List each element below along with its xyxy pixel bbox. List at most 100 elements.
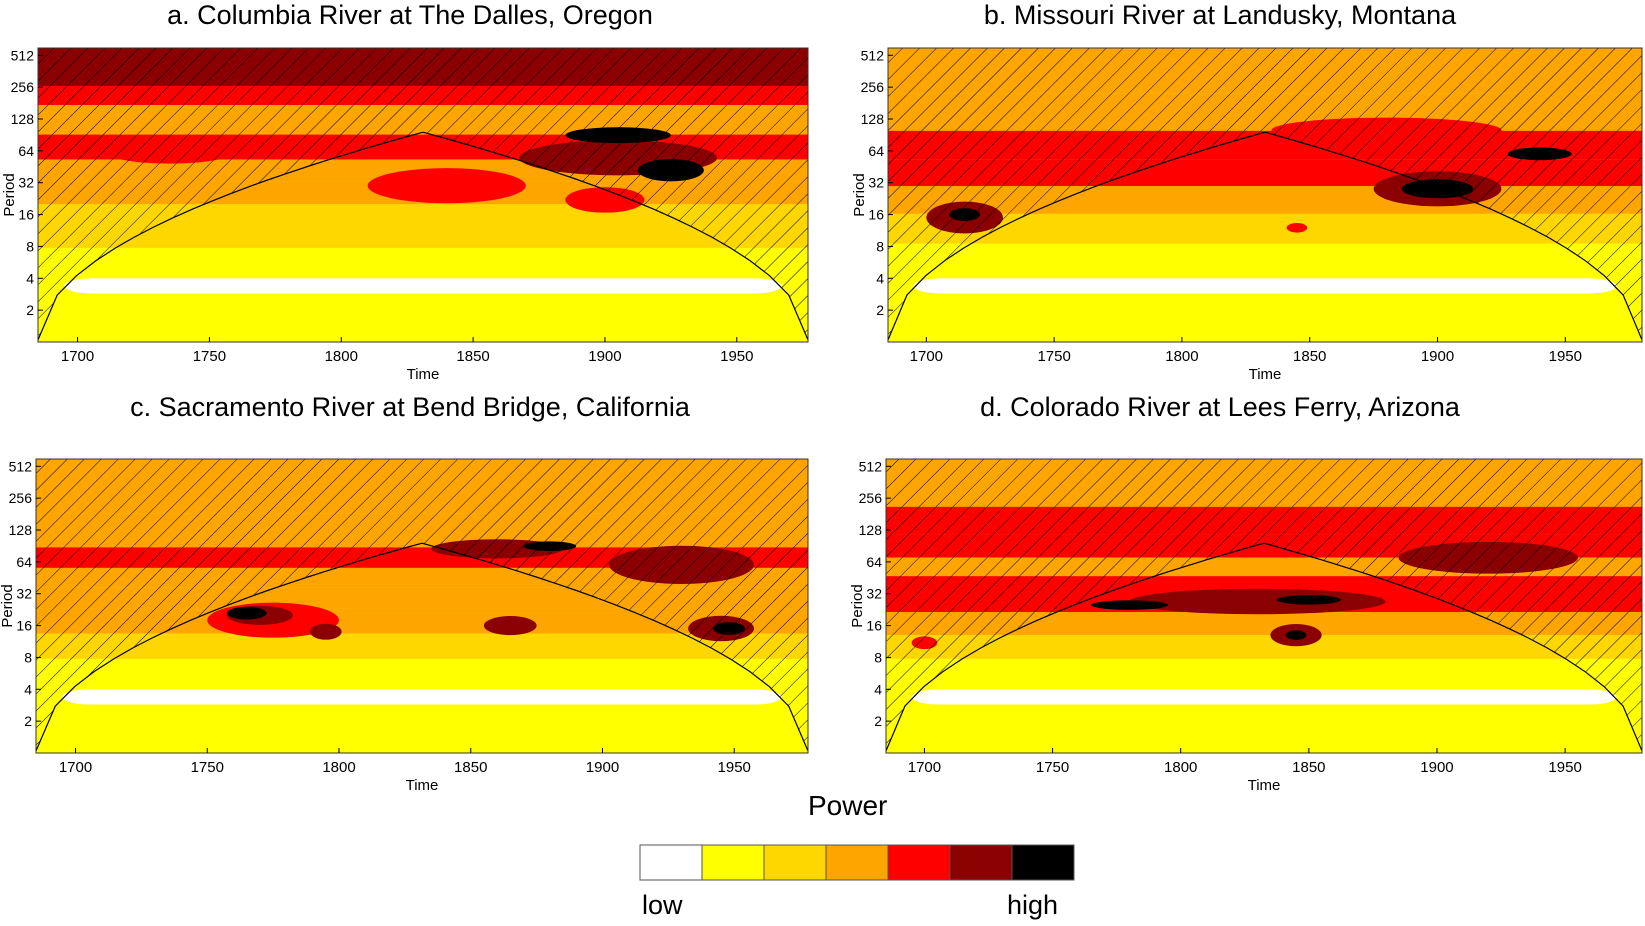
panel-d-coi-line bbox=[886, 542, 1642, 752]
panel-c-frame bbox=[35, 458, 809, 754]
panel-d-x-tick-label: 1850 bbox=[1292, 759, 1325, 776]
panel-b-x-tick-label: 1900 bbox=[1421, 348, 1454, 365]
panel-a-coi-hatch bbox=[38, 48, 808, 340]
power-legend bbox=[639, 844, 1075, 881]
panel-c-x-tick-label: 1800 bbox=[322, 759, 355, 776]
panel-c-power-band bbox=[36, 712, 808, 753]
panel-c-y-tick-label: 8 bbox=[24, 649, 32, 665]
panel-a-x-tick-label: 1950 bbox=[720, 348, 753, 365]
panel-b-y-tick-label: 16 bbox=[868, 207, 884, 223]
panel-c-y-tick-label: 512 bbox=[9, 458, 33, 474]
panel-b-x-tick-label: 1950 bbox=[1549, 348, 1582, 365]
panel-d-y-axis-label: Period bbox=[849, 584, 866, 627]
panel-a-title: a. Columbia River at The Dalles, Oregon bbox=[167, 0, 653, 30]
legend-low-label: low bbox=[642, 890, 683, 920]
panel-c-y-tick-label: 2 bbox=[24, 713, 32, 729]
panel-d-x-axis-label: Time bbox=[1248, 777, 1281, 794]
panel-a-x-tick-label: 1850 bbox=[456, 348, 489, 365]
panel-b-x-axis-label: Time bbox=[1249, 366, 1282, 383]
panel-b-y-axis-label: Period bbox=[851, 173, 868, 216]
panel-a-x-tick-label: 1800 bbox=[325, 348, 358, 365]
panel-d-x-tick-label: 1750 bbox=[1036, 759, 1069, 776]
panel-d-y-tick-label: 2 bbox=[874, 713, 882, 729]
panel-b-x-tick-label: 1850 bbox=[1293, 348, 1326, 365]
panel-b-title: b. Missouri River at Landusky, Montana bbox=[983, 0, 1457, 30]
panel-c-x-tick-label: 1900 bbox=[586, 759, 619, 776]
legend-swatch bbox=[825, 844, 889, 881]
panel-a-power-band bbox=[38, 301, 808, 342]
panel-d-y-tick-label: 128 bbox=[859, 522, 883, 538]
legend-title: Power bbox=[808, 790, 888, 821]
panel-c-y-tick-label: 64 bbox=[16, 554, 32, 570]
panel-b-coi-hatch bbox=[888, 48, 1642, 340]
panel-d-power-band bbox=[886, 712, 1642, 753]
panel-c-power-blob bbox=[310, 623, 342, 640]
panel-d-y-tick-label: 4 bbox=[874, 681, 882, 697]
legend-high-label: high bbox=[1007, 890, 1059, 920]
panel-a-plot: 2 4 8 16 32 64 128 256 512 1700 1750 1800 1850 1900 19… bbox=[1, 47, 809, 383]
panel-a-y-tick-label: 16 bbox=[18, 207, 34, 223]
panel-a-y-tick-label: 4 bbox=[26, 270, 34, 286]
panel-d-y-tick-label: 32 bbox=[866, 586, 882, 602]
panel-d-y-tick-label: 8 bbox=[874, 649, 882, 665]
panel-c-plot: 2 4 8 16 32 64 128 256 512 1700 1750 1800 1850 1900 19… bbox=[0, 458, 809, 794]
panel-a-frame bbox=[37, 47, 809, 343]
panel-d-frame bbox=[885, 458, 1643, 754]
panel-b-power-band bbox=[913, 278, 1617, 294]
panel-d-power-blob bbox=[1129, 588, 1386, 615]
panel-a-power-band bbox=[64, 278, 782, 294]
panel-d-x-tick-label: 1950 bbox=[1548, 759, 1581, 776]
panel-c-x-tick-label: 1750 bbox=[191, 759, 224, 776]
panel-c-coi-line bbox=[36, 542, 808, 752]
panel-c-y-tick-label: 16 bbox=[16, 618, 32, 634]
panel-b-y-tick-label: 512 bbox=[861, 47, 885, 63]
panel-a-power-band bbox=[38, 225, 808, 248]
panel-b-y-tick-label: 128 bbox=[861, 111, 885, 127]
panel-b-y-tick-label: 4 bbox=[876, 270, 884, 286]
panel-b-power-blob bbox=[1286, 223, 1308, 233]
panel-c-x-tick-label: 1950 bbox=[718, 759, 751, 776]
panel-a-x-tick-label: 1700 bbox=[61, 348, 94, 365]
panel-c-power-band bbox=[36, 658, 808, 682]
panel-d-y-tick-label: 512 bbox=[859, 458, 883, 474]
panel-a-coi-line bbox=[38, 131, 808, 341]
panel-b-power-band bbox=[888, 243, 1642, 271]
panel-a-y-axis-label: Period bbox=[1, 173, 18, 216]
panel-a-power-blob bbox=[367, 168, 526, 204]
panel-a-y-tick-label: 2 bbox=[26, 302, 34, 318]
panel-a-x-tick-label: 1750 bbox=[193, 348, 226, 365]
panel-a-y-tick-label: 128 bbox=[11, 111, 35, 127]
panel-b-y-tick-label: 2 bbox=[876, 302, 884, 318]
panel-b-y-tick-label: 256 bbox=[861, 79, 885, 95]
panel-a-power-band bbox=[38, 247, 808, 271]
panel-a-y-tick-label: 256 bbox=[11, 79, 35, 95]
panel-b-y-tick-label: 8 bbox=[876, 238, 884, 254]
panel-d-power-blob bbox=[1285, 630, 1307, 640]
panel-a-y-tick-label: 64 bbox=[18, 143, 34, 159]
panel-a-y-tick-label: 8 bbox=[26, 238, 34, 254]
panel-c-y-axis-label: Period bbox=[0, 584, 16, 627]
legend-swatch bbox=[701, 844, 765, 881]
panel-d-x-tick-label: 1800 bbox=[1164, 759, 1197, 776]
panel-c-x-tick-label: 1700 bbox=[59, 759, 92, 776]
panel-c-power-blob bbox=[483, 616, 537, 636]
panel-b-plot: 2 4 8 16 32 64 128 256 512 1700 1750 1800 1850 1900 19… bbox=[851, 47, 1643, 383]
legend-swatch bbox=[949, 844, 1013, 881]
panel-b-x-tick-label: 1750 bbox=[1037, 348, 1070, 365]
panel-b-power-band bbox=[888, 301, 1642, 342]
panel-c-x-axis-label: Time bbox=[406, 777, 439, 794]
panel-c-y-tick-label: 32 bbox=[16, 586, 32, 602]
panel-c-power-blob bbox=[227, 606, 267, 620]
panel-d-plot: 2 4 8 16 32 64 128 256 512 1700 1750 1800 1850 1900 19… bbox=[849, 458, 1643, 794]
panel-b-y-tick-label: 64 bbox=[868, 143, 884, 159]
panel-a-y-tick-label: 32 bbox=[18, 175, 34, 191]
panel-d-power-band bbox=[886, 612, 1642, 635]
panel-c-title: c. Sacramento River at Bend Bridge, Cali… bbox=[130, 392, 690, 422]
panel-d-power-blob bbox=[1091, 600, 1168, 610]
panel-b-x-tick-label: 1800 bbox=[1165, 348, 1198, 365]
panel-c-y-tick-label: 256 bbox=[9, 490, 33, 506]
panel-d-title: d. Colorado River at Lees Ferry, Arizona bbox=[980, 392, 1460, 422]
panel-d-power-band bbox=[911, 689, 1617, 705]
panel-c-coi-hatch bbox=[36, 459, 808, 751]
